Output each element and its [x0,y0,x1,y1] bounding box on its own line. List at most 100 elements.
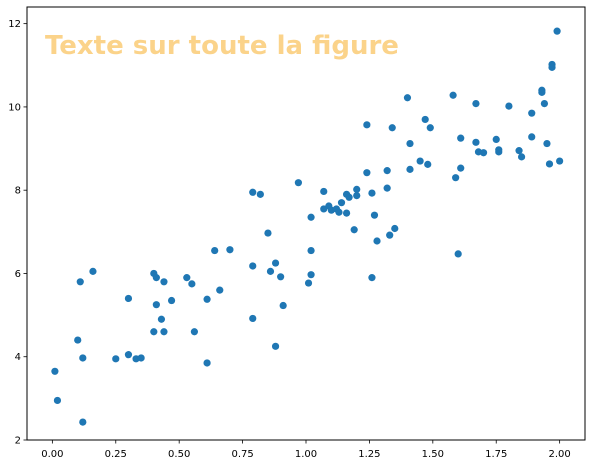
data-point [304,279,313,287]
data-point [320,187,328,196]
plot-frame [26,6,586,441]
data-point [124,351,133,359]
data-point [167,296,176,305]
data-point [307,246,315,255]
data-point [452,174,460,182]
data-point [528,133,536,141]
data-point [449,91,457,99]
data-point [370,211,379,219]
data-point [183,274,191,282]
data-point [335,208,343,216]
data-point [363,121,371,129]
data-point [249,262,257,270]
data-point [363,169,371,177]
x-tick-label: 1.50 [422,449,444,460]
data-point [51,367,59,375]
data-point [383,167,391,175]
y-tick-label: 6 [15,269,21,280]
watermark-text: Texte sur toute la figure [45,31,399,61]
data-point [543,139,551,148]
data-point [249,188,257,196]
data-point [279,301,287,310]
data-point [457,164,465,172]
data-point [190,328,198,336]
data-point [528,109,536,117]
data-point [492,135,500,143]
data-point [424,160,432,168]
data-point [266,267,275,275]
data-point [74,336,82,344]
data-point [454,250,462,258]
points-layer [51,27,564,426]
data-point [386,231,394,239]
x-tick-label: 0.75 [231,449,253,460]
data-point [406,139,414,148]
data-point [152,301,160,309]
data-point [553,27,561,35]
x-tick-label: 1.75 [485,449,507,460]
data-point [368,274,376,282]
data-point [53,396,62,405]
data-point [548,63,556,71]
data-point [540,99,549,108]
data-point [150,328,158,336]
x-tick-label: 1.25 [358,449,380,460]
data-point [211,246,219,255]
y-tick-label: 4 [15,352,21,363]
data-point [152,274,160,282]
data-point [249,314,257,323]
data-point [277,273,285,281]
data-point [89,267,97,275]
data-point [472,99,480,108]
x-tick-label: 2.00 [549,449,571,460]
data-point [160,328,168,336]
data-point [388,124,396,132]
data-point [353,185,361,193]
data-point [556,157,564,165]
data-point [545,160,554,168]
data-point [157,315,166,323]
x-axis: 0.00 0.25 0.50 0.75 1.00 1.25 1.50 1.75 2.00 [41,440,571,460]
data-point [79,418,87,426]
data-point [226,246,234,254]
data-point [79,354,87,362]
data-point [406,165,414,173]
data-point [517,153,526,161]
data-point [391,224,399,233]
data-point [538,88,546,96]
data-point [76,278,84,286]
data-point [515,147,523,155]
data-point [368,189,376,197]
data-point [307,213,315,221]
data-point [373,237,381,245]
data-point [472,138,480,146]
data-point [307,271,315,279]
data-point [271,259,280,267]
data-point [342,209,351,217]
y-tick-label: 10 [8,102,21,113]
data-point [479,149,488,157]
y-axis: 2 4 6 8 10 12 [8,19,27,447]
data-point [137,354,145,362]
data-point [350,226,358,234]
data-point [345,193,353,201]
data-point [203,359,211,367]
data-point [256,190,264,198]
data-point [124,294,133,303]
x-tick-label: 0.00 [41,449,63,460]
x-tick-label: 1.00 [295,449,317,460]
data-point [112,355,120,363]
data-point [457,134,465,142]
data-point [403,94,412,102]
data-point [160,278,168,286]
y-tick-label: 12 [8,19,21,30]
data-point [188,280,196,288]
y-tick-label: 2 [15,436,21,447]
data-point [264,229,272,237]
x-tick-label: 0.50 [168,449,190,460]
data-point [353,192,361,200]
data-point [505,102,513,110]
data-point [416,157,424,165]
data-point [383,184,391,192]
data-point [337,199,346,207]
